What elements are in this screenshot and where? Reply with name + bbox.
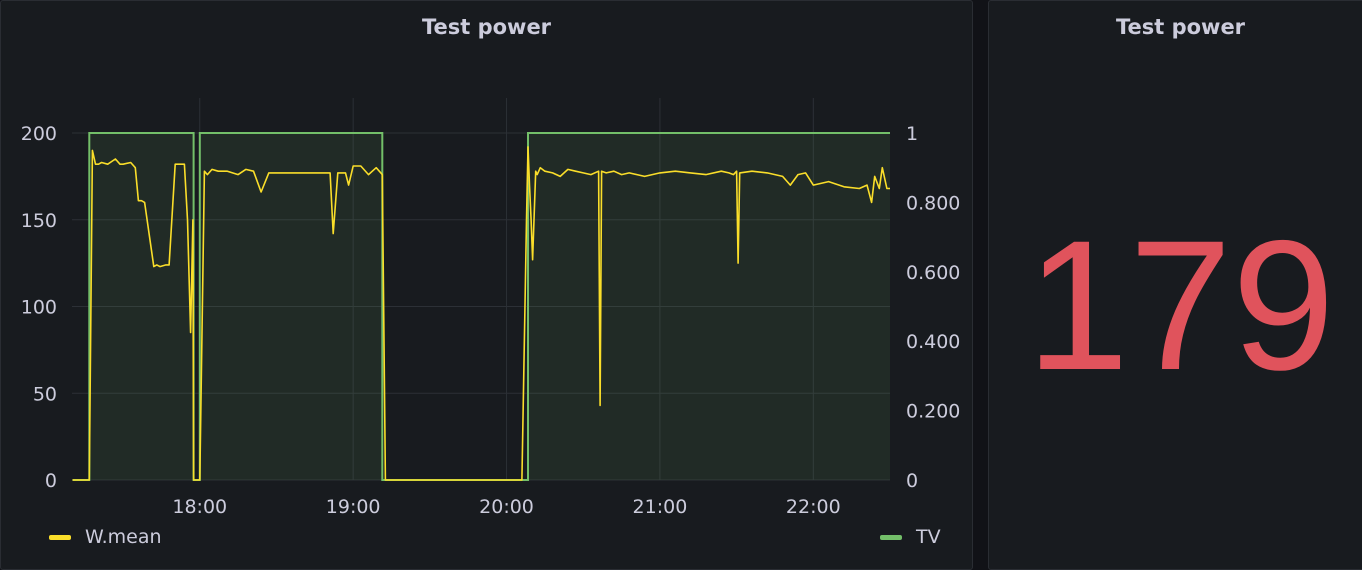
- series-area-tv: [72, 133, 890, 480]
- y-right-tick-label-2: 0.400: [906, 331, 960, 353]
- y-left-tick-label-1: 50: [33, 383, 57, 405]
- stat-value: 179: [1026, 203, 1335, 409]
- time-series-chart: 0 50 100 150 200 0 0.200 0.400 0.600 0.800 1 18:00 1…: [21, 98, 960, 518]
- series-line-tv: [72, 132, 890, 481]
- legend-swatch-tv: [880, 534, 902, 540]
- legend-label-tv: TV: [916, 526, 941, 548]
- stat-panel-title[interactable]: Test power: [1115, 15, 1246, 39]
- graph-panel-title[interactable]: Test power: [421, 15, 552, 39]
- y-right-tick-label-0: 0: [906, 470, 918, 492]
- x-tick-label-4: 22:00: [786, 496, 841, 518]
- x-tick-label-1: 19:00: [326, 496, 381, 518]
- legend-item-w-mean[interactable]: W.mean: [49, 526, 162, 548]
- y-right-tick-label-5: 1: [906, 123, 918, 145]
- series-line-w-mean: [72, 146, 890, 481]
- x-tick-label-3: 21:00: [633, 496, 688, 518]
- y-left-tick-label-3: 150: [21, 210, 57, 232]
- y-left-tick-label-0: 0: [45, 470, 57, 492]
- y-right-tick-label-3: 0.600: [906, 262, 960, 284]
- y-right-tick-label-1: 0.200: [906, 401, 960, 423]
- legend-label-w-mean: W.mean: [85, 526, 162, 548]
- y-left-tick-label-4: 200: [21, 123, 57, 145]
- y-left-tick-label-2: 100: [21, 297, 57, 319]
- graph-panel[interactable]: Test power 0 50 100 150 200 0 0.200 0.400 0.600 0…: [0, 0, 973, 570]
- legend-swatch-w-mean: [49, 534, 71, 540]
- x-tick-label-0: 18:00: [172, 496, 227, 518]
- y-right-tick-label-4: 0.800: [906, 192, 960, 214]
- x-tick-label-2: 20:00: [479, 496, 534, 518]
- legend-item-tv[interactable]: TV: [880, 526, 941, 548]
- stat-panel[interactable]: Test power 179: [988, 0, 1362, 570]
